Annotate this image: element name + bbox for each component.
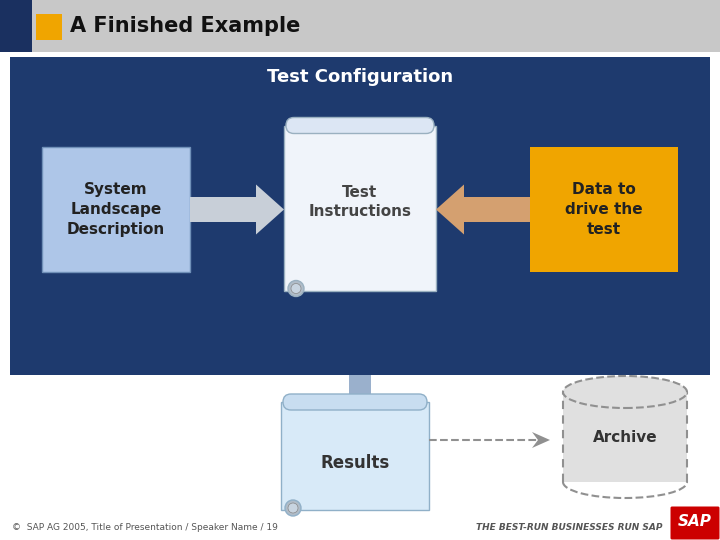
Bar [32, 0, 720, 52]
Text: ©  SAP AG 2005, Title of Presentation / Speaker Name / 19: © SAP AG 2005, Title of Presentation / S… [12, 523, 278, 532]
FancyBboxPatch shape [286, 118, 434, 133]
Text: A Finished Example: A Finished Example [70, 16, 300, 36]
Bar [0, 0, 32, 52]
Text: Test Configuration: Test Configuration [267, 68, 453, 86]
Circle shape [288, 280, 304, 296]
FancyBboxPatch shape [283, 394, 427, 410]
Bar [42, 147, 190, 272]
Polygon shape [338, 375, 382, 422]
Bar [10, 57, 710, 375]
Ellipse shape [563, 376, 687, 408]
FancyBboxPatch shape [284, 125, 436, 291]
FancyBboxPatch shape [670, 507, 719, 539]
Bar [36, 14, 62, 40]
Polygon shape [532, 432, 550, 448]
Polygon shape [190, 185, 284, 234]
Circle shape [288, 503, 298, 513]
Text: THE BEST-RUN BUSINESSES RUN SAP: THE BEST-RUN BUSINESSES RUN SAP [476, 523, 662, 532]
Text: Results: Results [320, 454, 390, 472]
Text: Test
Instructions: Test Instructions [308, 185, 412, 219]
Text: Data to
drive the
test: Data to drive the test [565, 182, 643, 237]
FancyBboxPatch shape [281, 402, 429, 510]
Bar [563, 392, 687, 482]
Circle shape [291, 284, 301, 294]
Bar [530, 147, 678, 272]
Text: SAP: SAP [678, 515, 712, 530]
Text: Archive: Archive [593, 429, 657, 444]
Polygon shape [436, 185, 530, 234]
Text: System
Landscape
Description: System Landscape Description [67, 182, 165, 237]
Circle shape [285, 500, 301, 516]
